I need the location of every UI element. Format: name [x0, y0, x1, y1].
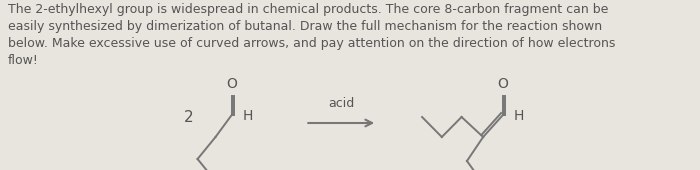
- Text: 2: 2: [184, 110, 193, 125]
- Text: H: H: [514, 109, 524, 123]
- Text: O: O: [498, 77, 508, 91]
- Text: O: O: [226, 77, 237, 91]
- Text: H: H: [242, 109, 253, 123]
- Text: The 2-ethylhexyl group is widespread in chemical products. The core 8-carbon fra: The 2-ethylhexyl group is widespread in …: [8, 3, 615, 67]
- Text: acid: acid: [328, 97, 354, 110]
